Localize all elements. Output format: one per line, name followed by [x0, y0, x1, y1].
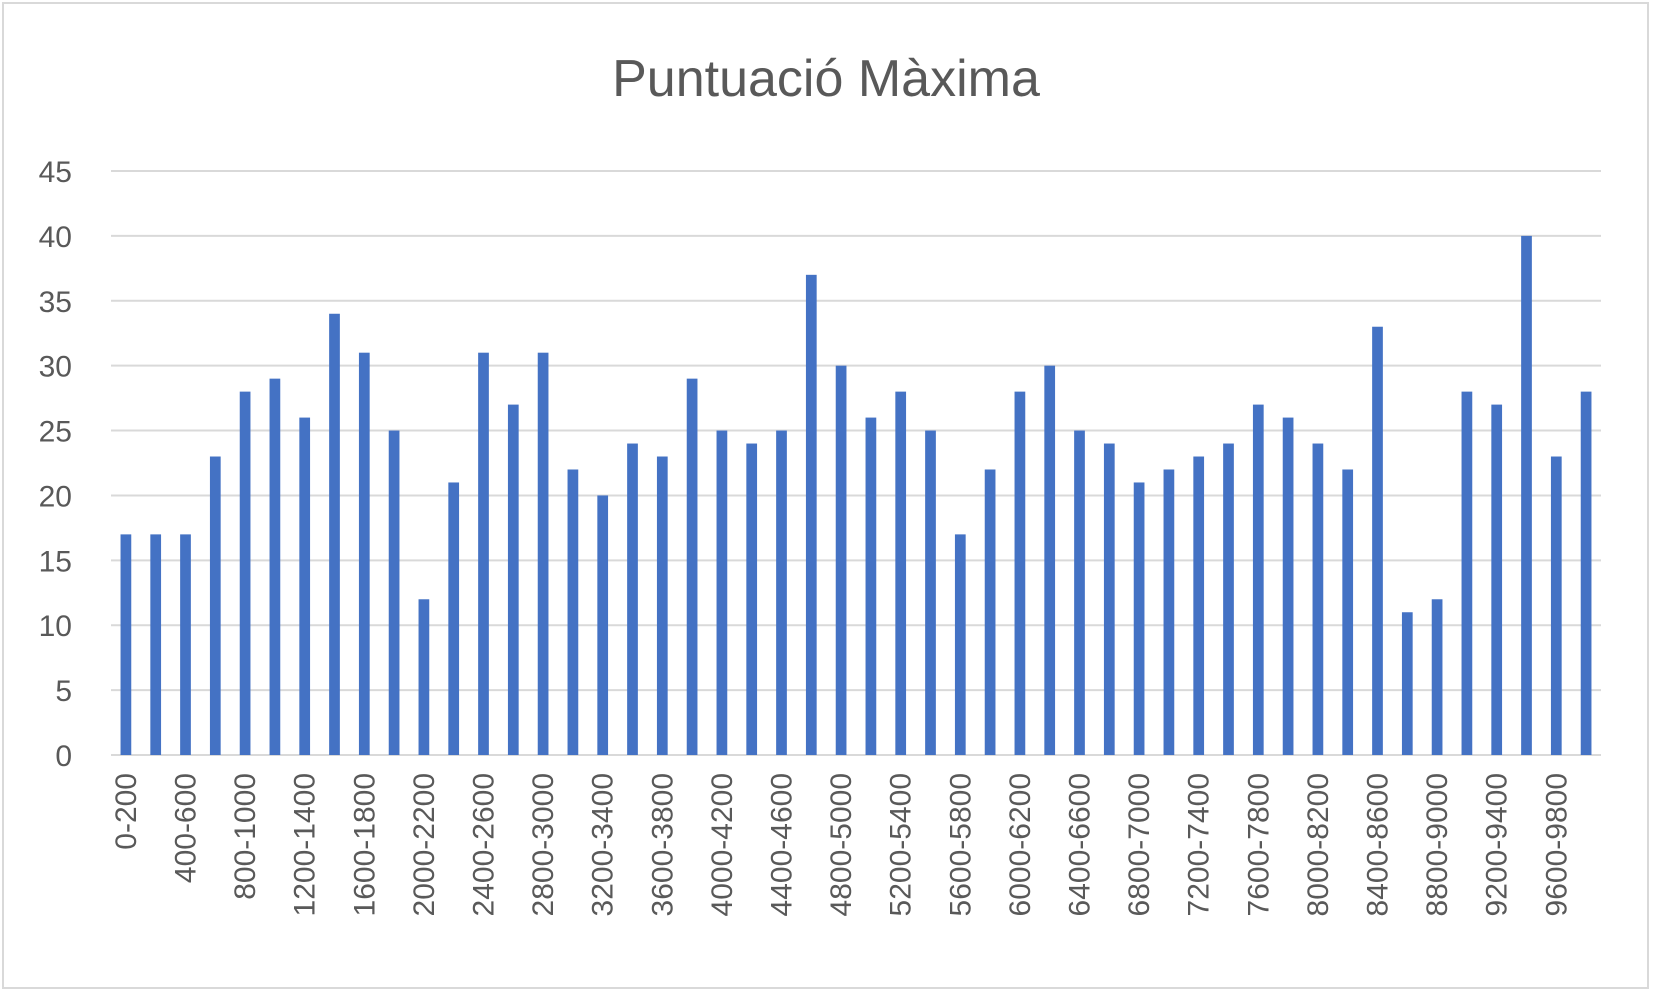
x-tick-label: 1600-1800: [348, 773, 381, 916]
y-tick-label: 0: [55, 740, 72, 773]
y-tick-label: 40: [39, 221, 72, 254]
bar: [835, 365, 847, 755]
bar: [358, 352, 370, 755]
x-axis-ticks: 0-200 400-600 800-1000 1200-1400 1600-1800 20…: [110, 773, 1573, 916]
x-tick-label: 4000-4200: [706, 773, 739, 916]
bar: [1312, 443, 1324, 755]
y-tick-label: 35: [39, 286, 72, 319]
bar: [1133, 482, 1145, 755]
x-tick-label: 8000-8200: [1302, 773, 1335, 916]
x-tick-label: 8400-8600: [1362, 773, 1395, 916]
x-tick-label: 6400-6600: [1064, 773, 1097, 916]
y-tick-label: 5: [55, 675, 72, 708]
bars: [120, 235, 1592, 755]
bar: [895, 391, 907, 755]
x-tick-label: 4400-4600: [766, 773, 799, 916]
x-tick-label: 7200-7400: [1183, 773, 1216, 916]
bar: [1252, 404, 1264, 755]
bar: [865, 417, 877, 755]
bar: [686, 378, 698, 755]
bar: [299, 417, 311, 755]
x-tick-label: 1200-1400: [289, 773, 322, 916]
x-tick-label: 9200-9400: [1481, 773, 1514, 916]
chart-title: Puntuació Màxima: [612, 50, 1040, 108]
y-axis-ticks: 0 5 10 15 20 25 30 35 40 45: [39, 156, 72, 773]
bar: [418, 599, 430, 755]
bar: [1372, 326, 1383, 755]
x-tick-label: 800-1000: [229, 773, 262, 900]
bar: [984, 469, 996, 755]
bar: [1282, 417, 1294, 755]
x-tick-label: 9600-9800: [1540, 773, 1573, 916]
y-tick-label: 10: [39, 610, 72, 643]
bar: [1014, 391, 1026, 755]
bar: [716, 430, 728, 755]
bar: [269, 378, 281, 755]
bar: [1044, 365, 1056, 755]
bar: [1223, 443, 1234, 755]
bar: [150, 534, 162, 755]
bar: [180, 534, 191, 755]
bar: [1193, 456, 1205, 755]
y-tick-label: 15: [39, 545, 72, 578]
bar: [1103, 443, 1115, 755]
bar: [805, 274, 817, 755]
bar: [776, 430, 787, 755]
x-tick-label: 5200-5400: [885, 773, 918, 916]
bar: [1074, 430, 1085, 755]
bar: [478, 352, 489, 755]
y-tick-label: 25: [39, 416, 72, 449]
bar: [925, 430, 936, 755]
y-tick-label: 30: [39, 351, 72, 384]
x-tick-label: 3600-3800: [646, 773, 679, 916]
bar: [1580, 391, 1592, 755]
bar: [597, 495, 609, 755]
bar: [1401, 612, 1413, 755]
bar: [329, 313, 340, 755]
y-tick-label: 45: [39, 156, 72, 189]
bar: [448, 482, 460, 755]
bar: [1491, 404, 1503, 755]
x-tick-label: 2400-2600: [468, 773, 501, 916]
bar: [239, 391, 251, 755]
x-tick-label: 0-200: [110, 773, 143, 850]
bar: [537, 352, 549, 755]
x-tick-label: 6000-6200: [1004, 773, 1037, 916]
x-tick-label: 4800-5000: [825, 773, 858, 916]
bar: [1521, 235, 1532, 755]
x-tick-label: 2800-3000: [527, 773, 560, 916]
bar: [627, 443, 638, 755]
bar: [209, 456, 221, 755]
bar: [1342, 469, 1354, 755]
x-tick-label: 2000-2200: [408, 773, 441, 916]
y-tick-label: 20: [39, 480, 72, 513]
bar: [507, 404, 519, 755]
bar: [1550, 456, 1562, 755]
bar: [954, 534, 966, 755]
bar: [1461, 391, 1473, 755]
x-tick-label: 6800-7000: [1123, 773, 1156, 916]
bar: [746, 443, 758, 755]
bar: [567, 469, 579, 755]
x-tick-label: 3200-3400: [587, 773, 620, 916]
bar: [120, 534, 132, 755]
bar: [1163, 469, 1175, 755]
bar: [1431, 599, 1443, 755]
x-tick-label: 7600-7800: [1242, 773, 1275, 916]
x-tick-label: 8800-9000: [1421, 773, 1454, 916]
bar: [656, 456, 668, 755]
bar: [388, 430, 400, 755]
x-tick-label: 400-600: [170, 773, 203, 883]
x-tick-label: 5600-5800: [944, 773, 977, 916]
